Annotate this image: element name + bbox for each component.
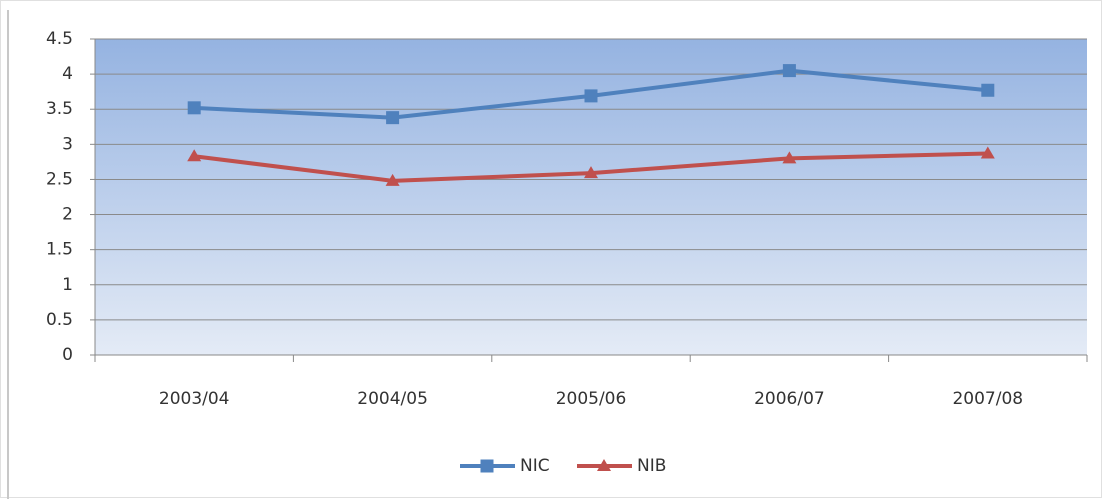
- data-point: [782, 64, 796, 78]
- legend-marker: [597, 459, 611, 471]
- data-point: [584, 89, 598, 103]
- y-tick-label: 0.5: [46, 310, 73, 330]
- x-tick-label: 2007/08: [952, 389, 1023, 409]
- data-point: [584, 166, 598, 179]
- data-point: [187, 149, 202, 162]
- x-tick-label: 2006/07: [754, 389, 825, 409]
- x-tick-label: 2003/04: [159, 389, 230, 409]
- y-tick-label: 2.5: [46, 169, 73, 189]
- x-tick-label: 2004/05: [357, 389, 428, 409]
- data-point: [385, 173, 400, 186]
- y-tick-label: 3.5: [46, 99, 73, 119]
- y-tick-label: 2: [62, 205, 73, 225]
- legend-label: NIC: [520, 456, 550, 476]
- data-point: [782, 151, 797, 164]
- y-tick-label: 4.5: [46, 29, 73, 49]
- y-tick-label: 0: [62, 345, 73, 365]
- data-point: [981, 83, 995, 97]
- legend-marker: [480, 459, 494, 473]
- data-point: [980, 146, 995, 159]
- y-tick-label: 3: [62, 134, 73, 154]
- legend-label: NIB: [637, 456, 666, 476]
- data-point: [187, 101, 201, 115]
- y-tick-label: 1.5: [46, 240, 73, 260]
- y-tick-label: 4: [62, 64, 73, 84]
- y-tick-label: 1: [62, 275, 73, 295]
- x-tick-label: 2005/06: [556, 389, 627, 409]
- data-point: [386, 111, 400, 125]
